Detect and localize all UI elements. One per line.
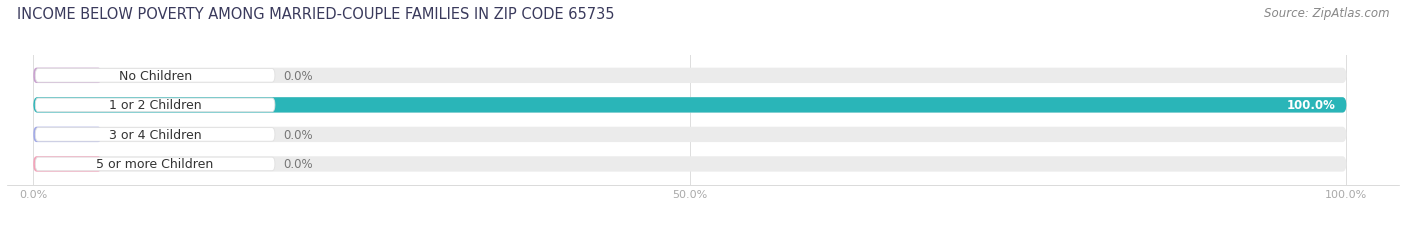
FancyBboxPatch shape	[35, 128, 276, 142]
Text: Source: ZipAtlas.com: Source: ZipAtlas.com	[1264, 7, 1389, 20]
Text: No Children: No Children	[118, 70, 191, 82]
Text: 0.0%: 0.0%	[284, 70, 314, 82]
FancyBboxPatch shape	[35, 99, 276, 112]
FancyBboxPatch shape	[34, 68, 1347, 84]
FancyBboxPatch shape	[34, 98, 1347, 113]
FancyBboxPatch shape	[34, 98, 1347, 113]
Text: 5 or more Children: 5 or more Children	[97, 158, 214, 171]
FancyBboxPatch shape	[34, 68, 101, 84]
FancyBboxPatch shape	[35, 69, 276, 83]
Text: 100.0%: 100.0%	[1286, 99, 1336, 112]
FancyBboxPatch shape	[34, 157, 101, 172]
FancyBboxPatch shape	[34, 127, 1347, 143]
FancyBboxPatch shape	[35, 158, 276, 171]
Text: 1 or 2 Children: 1 or 2 Children	[108, 99, 201, 112]
FancyBboxPatch shape	[34, 127, 101, 143]
Text: 0.0%: 0.0%	[284, 128, 314, 141]
Text: INCOME BELOW POVERTY AMONG MARRIED-COUPLE FAMILIES IN ZIP CODE 65735: INCOME BELOW POVERTY AMONG MARRIED-COUPL…	[17, 7, 614, 22]
FancyBboxPatch shape	[34, 157, 1347, 172]
Text: 0.0%: 0.0%	[284, 158, 314, 171]
Text: 3 or 4 Children: 3 or 4 Children	[108, 128, 201, 141]
